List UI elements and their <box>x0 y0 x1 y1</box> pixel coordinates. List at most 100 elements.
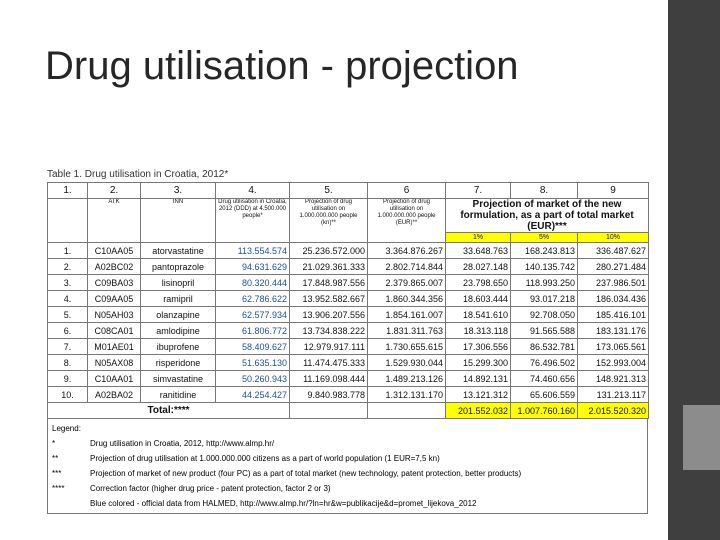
table-cell: A02BC02 <box>87 258 141 275</box>
table-cell: M01AE01 <box>87 338 141 355</box>
side-accent <box>683 405 720 470</box>
table-cell: 17.848.987.556 <box>289 274 368 291</box>
header-row: ATK INN Drug utilisation in Croatia, 2012 … <box>47 198 649 243</box>
legend-marker <box>52 496 90 511</box>
table-cell: 28.027.148 <box>445 258 511 275</box>
table-cell: 13.734.838.222 <box>289 322 368 339</box>
table-cell: 93.017.218 <box>510 290 578 307</box>
table-cell: 50.260.943 <box>215 370 290 387</box>
data-row: 7. M01AE01 ibuprofene 58.409.627 12.979.917.… <box>47 338 649 355</box>
total-value: 2.015.520.320 <box>577 402 649 419</box>
legend-item: ** Projection of drug utilisation at 1.00… <box>52 451 643 466</box>
table-cell: 61.806.772 <box>215 322 290 339</box>
data-row: 5. N05AH03 olanzapine 62.577.934 13.906.207.… <box>47 306 649 323</box>
drug-table: 1. 2. 3. 4. 5. 6 7. 8. 9 ATK INN Drug utilisation i… <box>47 182 649 419</box>
table-cell: 94.631.629 <box>215 258 290 275</box>
table-cell: 33.648.763 <box>445 242 511 259</box>
legend: Legend: * Drug utilisation in Croatia, 20… <box>47 419 648 514</box>
table-cell: 7. <box>47 338 88 355</box>
legend-item: *** Projection of market of new product (… <box>52 466 643 481</box>
column-header: INN <box>140 198 216 243</box>
table-cell: 17.306.556 <box>445 338 511 355</box>
table-cell: 2.802.714.844 <box>367 258 446 275</box>
table-cell: 62.577.934 <box>215 306 290 323</box>
table-cell: 86.532.781 <box>510 338 578 355</box>
table-cell: 1.730.655.615 <box>367 338 446 355</box>
table-cell: 76.496.502 <box>510 354 578 371</box>
table-cell: 91.565.588 <box>510 322 578 339</box>
column-number: 5. <box>289 182 368 199</box>
legend-heading: Legend: <box>52 424 81 433</box>
table-cell: 44.254.427 <box>215 386 290 403</box>
table-cell: lisinopril <box>140 274 216 291</box>
legend-item: **** Correction factor (higher drug price… <box>52 481 643 496</box>
table-cell: 280.271.484 <box>577 258 649 275</box>
column-number: 4. <box>215 182 290 199</box>
column-number: 3. <box>140 182 216 199</box>
table-cell: A02BA02 <box>87 386 141 403</box>
table-cell: C10AA05 <box>87 242 141 259</box>
table-cell: 13.952.582.667 <box>289 290 368 307</box>
data-row: 10. A02BA02 ranitidine 44.254.427 9.840.983.… <box>47 386 649 403</box>
slide-title: Drug utilisation - projection <box>45 44 519 88</box>
table-cell: 3.364.876.267 <box>367 242 446 259</box>
table-cell: 5. <box>47 306 88 323</box>
table-cell: 131.213.117 <box>577 386 649 403</box>
column-header: Projection of market of the new formulat… <box>445 198 649 233</box>
legend-marker: *** <box>52 469 62 478</box>
table-cell: 58.409.627 <box>215 338 290 355</box>
column-header: Projection of drug utilisation on 1.000.… <box>367 198 446 243</box>
legend-marker: ** <box>52 454 59 463</box>
table-cell: olanzapine <box>140 306 216 323</box>
table-cell: 148.921.313 <box>577 370 649 387</box>
table-cell: C09AA05 <box>87 290 141 307</box>
table-cell <box>367 402 446 419</box>
table-cell: N05AX08 <box>87 354 141 371</box>
table-cell: 1.860.344.356 <box>367 290 446 307</box>
total-value: 1.007.760.160 <box>510 402 578 419</box>
table-cell: 9. <box>47 370 88 387</box>
table-cell: 15.299.300 <box>445 354 511 371</box>
table-cell: C08CA01 <box>87 322 141 339</box>
column-number: 7. <box>445 182 511 199</box>
legend-text: Correction factor (higher drug price - p… <box>90 484 331 493</box>
table-cell: 13.121.312 <box>445 386 511 403</box>
table-cell: 18.603.444 <box>445 290 511 307</box>
table-cell: 8. <box>47 354 88 371</box>
data-row: 2. A02BC02 pantoprazole 94.631.629 21.029.36… <box>47 258 649 275</box>
share-label: 10% <box>577 232 649 243</box>
data-row: 9. C10AA01 simvastatine 50.260.943 11.169.09… <box>47 370 649 387</box>
table-cell: simvastatine <box>140 370 216 387</box>
table-cell: amlodipine <box>140 322 216 339</box>
table-cell: 13.906.207.556 <box>289 306 368 323</box>
share-label: 1% <box>445 232 511 243</box>
table-cell: 9.840.983.778 <box>289 386 368 403</box>
table-cell: 62.786.622 <box>215 290 290 307</box>
table-cell: 168.243.813 <box>510 242 578 259</box>
table-cell: 140.135.742 <box>510 258 578 275</box>
share-label: 5% <box>510 232 578 243</box>
data-row: 4. C09AA05 ramipril 62.786.622 13.952.582.66… <box>47 290 649 307</box>
table-cell: ranitidine <box>140 386 216 403</box>
table-cell: 1.854.161.007 <box>367 306 446 323</box>
table-cell: 18.313.118 <box>445 322 511 339</box>
legend-marker: **** <box>52 484 65 493</box>
column-header: Projection of drug utilisation on 1.000.… <box>289 198 368 243</box>
table-cell: 11.474.475.333 <box>289 354 368 371</box>
column-number: 9 <box>577 182 649 199</box>
table-cell: 152.993.004 <box>577 354 649 371</box>
table-cell: 51.635.130 <box>215 354 290 371</box>
legend-text: Blue colored - official data from HALMED… <box>90 499 477 508</box>
table-caption: Table 1. Drug utilisation in Croatia, 20… <box>47 169 229 180</box>
total-label: Total:**** <box>47 402 290 419</box>
legend-item: Blue colored - official data from HALMED… <box>52 496 643 511</box>
legend-item: * Drug utilisation in Croatia, 2012, http… <box>52 436 643 451</box>
data-row: 3. C09BA03 lisinopril 80.320.444 17.848.987.… <box>47 274 649 291</box>
data-row: 1. C10AA05 atorvastatine 113.554.574 25.236.… <box>47 242 649 259</box>
table-cell: 11.169.098.444 <box>289 370 368 387</box>
table-cell: 14.892.131 <box>445 370 511 387</box>
table-cell: C09BA03 <box>87 274 141 291</box>
table-cell: 1.489.213.126 <box>367 370 446 387</box>
legend-text: Drug utilisation in Croatia, 2012, http:… <box>90 439 275 448</box>
column-number: 6 <box>367 182 446 199</box>
